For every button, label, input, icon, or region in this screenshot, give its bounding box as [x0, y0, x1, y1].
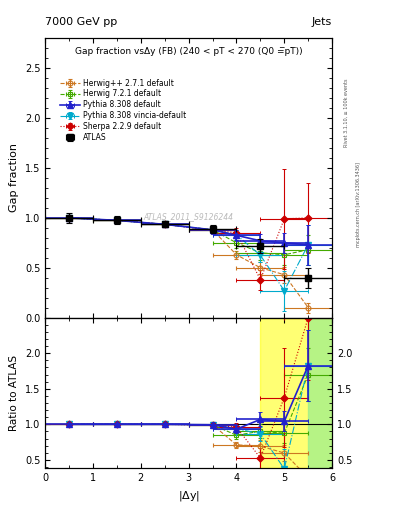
- Text: Rivet 3.1.10, ≥ 100k events: Rivet 3.1.10, ≥ 100k events: [344, 78, 349, 147]
- Text: Jets: Jets: [312, 16, 332, 27]
- Text: 7000 GeV pp: 7000 GeV pp: [45, 16, 118, 27]
- Y-axis label: Gap fraction: Gap fraction: [9, 143, 19, 212]
- Text: ATLAS_2011_S9126244: ATLAS_2011_S9126244: [143, 212, 234, 222]
- Bar: [308, 317, 332, 468]
- X-axis label: |$\Delta$y|: |$\Delta$y|: [178, 489, 200, 503]
- Text: Gap fraction vsΔy (FB) (240 < pT < 270 (Q0 =̅pT̅)): Gap fraction vsΔy (FB) (240 < pT < 270 (…: [75, 47, 303, 56]
- Y-axis label: Ratio to ATLAS: Ratio to ATLAS: [9, 355, 19, 431]
- Legend: Herwig++ 2.7.1 default, Herwig 7.2.1 default, Pythia 8.308 default, Pythia 8.308: Herwig++ 2.7.1 default, Herwig 7.2.1 def…: [61, 78, 186, 142]
- Bar: [261, 317, 332, 468]
- Text: mcplots.cern.ch [arXiv:1306.3436]: mcplots.cern.ch [arXiv:1306.3436]: [356, 162, 361, 247]
